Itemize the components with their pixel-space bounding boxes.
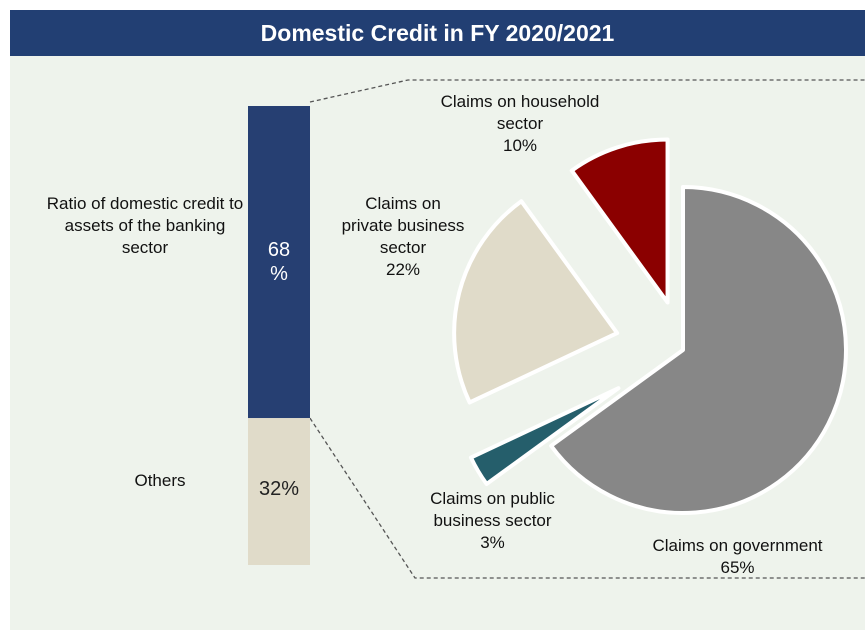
pie-label-government: Claims on government 65% [652, 536, 823, 577]
pie-chart [452, 137, 848, 515]
bar-label-domestic: Ratio of domestic credit to assets of th… [46, 194, 244, 257]
pie-slice-public-business [468, 386, 621, 486]
pie-label-household: Claims on household sector 10% [440, 92, 600, 155]
bar-label-others: Others [134, 471, 186, 490]
chart-title: Domestic Credit in FY 2020/2021 [260, 19, 615, 46]
pie-slice-household [569, 137, 670, 305]
bar-value-others: 32% [258, 478, 300, 500]
pie-label-private-business: Claims on private business sector 22% [341, 194, 465, 279]
pie-label-public-business: Claims on public business sector 3% [430, 489, 555, 552]
bar-segment-domestic [248, 106, 310, 419]
pie-slice-private-business [452, 199, 620, 405]
pie-slice-government [549, 185, 848, 515]
title-bar: Domestic Credit in FY 2020/2021 [10, 10, 865, 56]
connector-top [309, 79, 865, 103]
stacked-bar [248, 106, 310, 565]
connector-bottom [309, 417, 865, 579]
connector-lines [309, 79, 865, 579]
bar-segment-others [248, 418, 310, 565]
bar-value-domestic: 68 % [267, 239, 291, 285]
